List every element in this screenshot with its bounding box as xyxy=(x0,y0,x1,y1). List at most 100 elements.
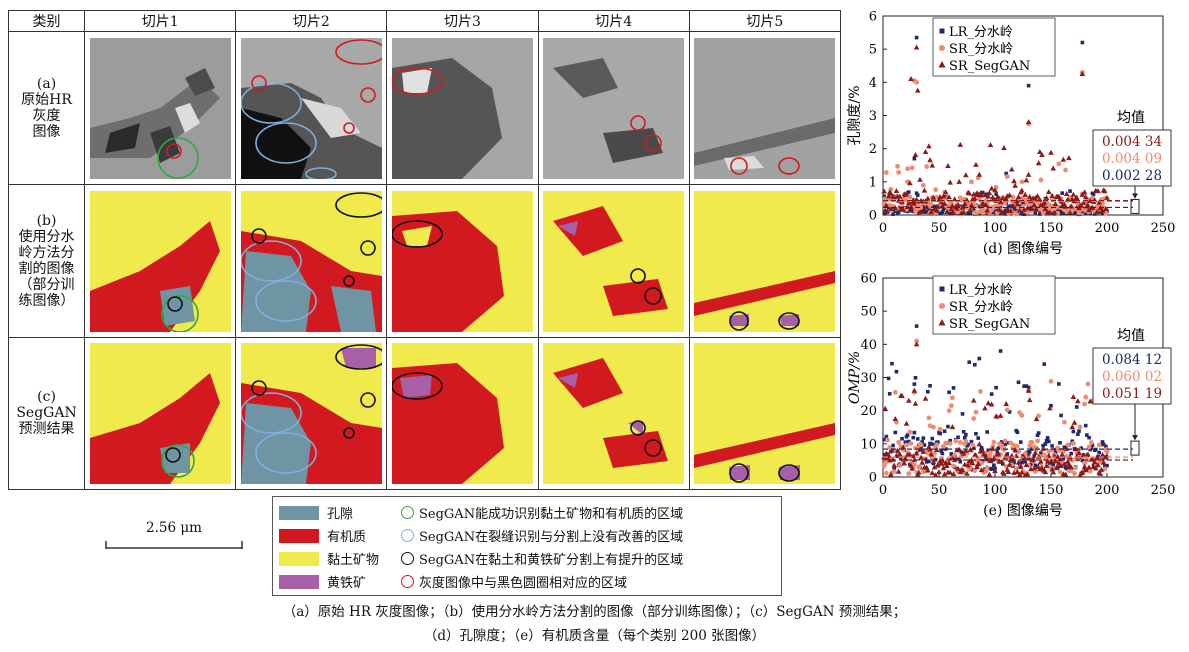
point-LR_分水岭 xyxy=(893,209,898,213)
point-SR_分水岭 xyxy=(1065,442,1071,448)
point-SR_分水岭 xyxy=(951,463,956,469)
mean-arrow-head xyxy=(1132,435,1138,441)
point-SR_SegGAN xyxy=(917,176,923,182)
point-SR_分水岭 xyxy=(896,169,902,175)
point-LR_分水岭 xyxy=(948,438,952,443)
point-LR_分水岭 xyxy=(1033,210,1038,215)
point-SR_分水岭 xyxy=(920,182,926,188)
point-SR_SegGAN xyxy=(1039,152,1045,158)
point-LR_分水岭 xyxy=(992,463,996,468)
point-SR_SegGAN xyxy=(985,400,992,406)
point-LR_分水岭 xyxy=(962,436,967,440)
point-SR_SegGAN xyxy=(1063,190,1070,196)
point-SR_SegGAN xyxy=(961,461,968,467)
point-SR_SegGAN xyxy=(1021,454,1027,460)
point-SR_分水岭 xyxy=(1096,442,1102,448)
point-LR_分水岭 xyxy=(1046,439,1051,444)
point-SR_分水岭 xyxy=(979,460,984,466)
point-SR_分水岭 xyxy=(1087,468,1093,474)
x-axis-label: (e) 图像编号 xyxy=(983,503,1063,519)
point-SR_分水岭 xyxy=(907,194,913,200)
point-LR_分水岭 xyxy=(1079,446,1084,450)
clay-swatch xyxy=(279,551,319,566)
chart-legend-box xyxy=(932,17,1056,77)
point-SR_SegGAN xyxy=(1032,449,1039,455)
point-LR_分水岭 xyxy=(927,459,931,464)
point-LR_分水岭 xyxy=(985,430,989,434)
x-tick-label: 150 xyxy=(1039,483,1064,498)
point-LR_分水岭 xyxy=(1027,449,1032,454)
point-LR_分水岭 xyxy=(1026,83,1031,88)
point-SR_SegGAN xyxy=(1079,191,1086,197)
point-SR_分水岭 xyxy=(1104,449,1110,455)
point-LR_分水岭 xyxy=(886,376,891,381)
point-SR_SegGAN xyxy=(987,458,994,464)
point-SR_SegGAN xyxy=(1100,459,1107,465)
point-SR_分水岭 xyxy=(909,165,915,171)
point-LR_分水岭 xyxy=(966,442,970,447)
point-LR_分水岭 xyxy=(966,211,970,215)
point-LR_分水岭 xyxy=(1026,452,1031,456)
point-SR_SegGAN xyxy=(893,187,900,193)
point-SR_SegGAN xyxy=(1094,209,1100,215)
y-tick-label: 20 xyxy=(860,404,877,419)
image-grid: 类别 切片1 切片2 切片3 切片4 切片5 (a) 原始HR 灰度 图像 xyxy=(7,9,842,491)
point-LR_分水岭 xyxy=(882,194,886,199)
mean-value-1: 0.060 02 xyxy=(1102,369,1162,385)
point-SR_SegGAN xyxy=(949,202,956,208)
point-LR_分水岭 xyxy=(1091,192,1096,197)
point-SR_分水岭 xyxy=(1010,194,1016,200)
y-tick-label: 30 xyxy=(860,371,877,386)
point-SR_分水岭 xyxy=(1068,468,1074,474)
point-LR_分水岭 xyxy=(936,440,940,444)
point-SR_SegGAN xyxy=(908,76,914,82)
mean-arrow-head xyxy=(1132,193,1138,199)
point-SR_SegGAN xyxy=(881,188,887,194)
point-SR_SegGAN xyxy=(1081,189,1088,195)
x-tick-label: 250 xyxy=(1151,221,1176,236)
point-SR_SegGAN xyxy=(914,87,921,93)
point-SR_SegGAN xyxy=(1000,195,1006,201)
point-SR_SegGAN xyxy=(988,185,995,191)
point-SR_SegGAN xyxy=(916,210,922,216)
point-SR_SegGAN xyxy=(1047,405,1053,411)
header-slice-2: 切片2 xyxy=(235,9,388,33)
point-LR_分水岭 xyxy=(919,446,923,451)
point-SR_SegGAN xyxy=(1017,463,1024,469)
x-tick-label: 250 xyxy=(1151,483,1176,498)
point-LR_分水岭 xyxy=(946,424,950,429)
point-SR_SegGAN xyxy=(1024,471,1031,477)
point-SR_SegGAN xyxy=(889,447,895,453)
point-SR_分水岭 xyxy=(988,450,993,455)
point-LR_分水岭 xyxy=(905,433,910,437)
point-SR_SegGAN xyxy=(1006,192,1013,198)
point-LR_分水岭 xyxy=(1058,441,1062,445)
point-LR_分水岭 xyxy=(900,436,904,441)
point-SR_SegGAN xyxy=(955,201,961,207)
point-SR_SegGAN xyxy=(909,465,915,471)
point-LR_分水岭 xyxy=(1060,191,1064,195)
point-SR_SegGAN xyxy=(925,467,931,473)
legend-label-SR_SegGAN: SR_SegGAN xyxy=(949,59,1030,74)
point-SR_SegGAN xyxy=(1103,206,1109,212)
point-SR_SegGAN xyxy=(1042,206,1049,212)
point-LR_分水岭 xyxy=(1104,444,1108,449)
x-tick-label: 100 xyxy=(983,221,1008,236)
point-SR_SegGAN xyxy=(1014,201,1021,207)
point-SR_分水岭 xyxy=(1071,441,1076,446)
point-SR_SegGAN xyxy=(1025,119,1032,125)
point-SR_SegGAN xyxy=(1080,199,1087,205)
grayscale-slice-1-image xyxy=(89,37,231,179)
legend-label-SR_分水岭: SR_分水岭 xyxy=(949,300,1013,315)
point-LR_分水岭 xyxy=(1100,440,1105,444)
y-tick-label: 2 xyxy=(869,142,877,157)
point-LR_分水岭 xyxy=(940,451,945,456)
point-LR_分水岭 xyxy=(938,431,942,436)
point-SR_SegGAN xyxy=(1026,193,1033,199)
point-SR_SegGAN xyxy=(1041,199,1048,205)
point-LR_分水岭 xyxy=(1096,454,1100,459)
point-SR_分水岭 xyxy=(1029,440,1035,445)
point-LR_分水岭 xyxy=(914,324,919,328)
point-SR_SegGAN xyxy=(888,190,894,196)
point-SR_SegGAN xyxy=(1034,193,1041,199)
